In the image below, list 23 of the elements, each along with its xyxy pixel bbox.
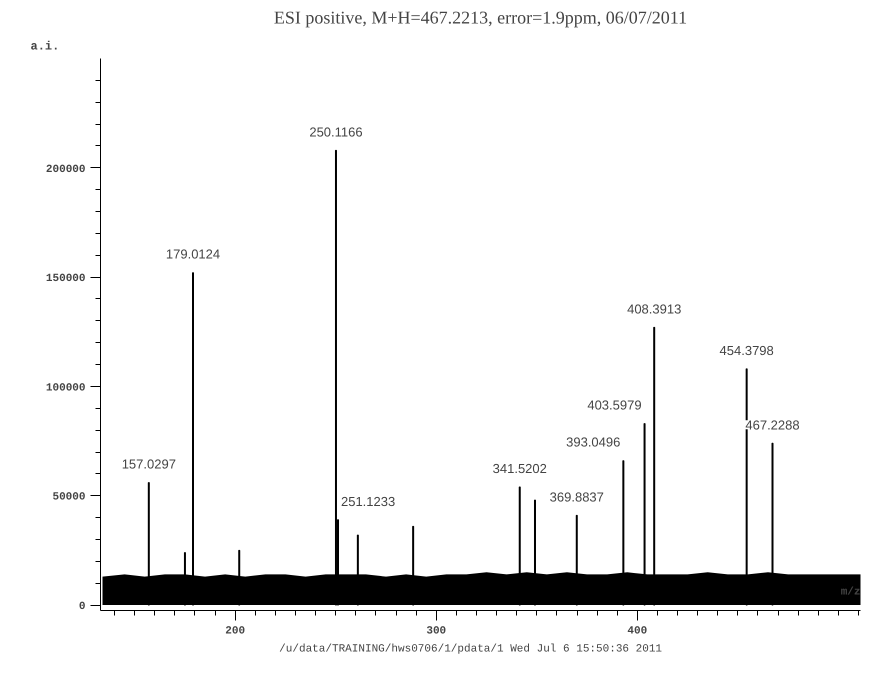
y-tick-label: 0 bbox=[78, 601, 86, 614]
x-tick-label: 300 bbox=[426, 626, 446, 638]
annotation: 408.3913 bbox=[627, 301, 682, 316]
y-tick-label: 150000 bbox=[46, 273, 86, 286]
annotation: 403.5979 bbox=[587, 398, 642, 413]
y-axis-title: a.i. bbox=[30, 40, 60, 54]
annotation: 393.0496 bbox=[566, 434, 620, 450]
x-tick-label: 200 bbox=[225, 626, 246, 638]
chart-title: ESI positive, M+H=467.2213, error=1.9ppm, 06/07/2011 bbox=[274, 8, 688, 28]
annotation: 467.2288 bbox=[745, 417, 800, 432]
y-tick-label: 50000 bbox=[52, 492, 86, 504]
annotation: 341.5202 bbox=[492, 460, 547, 476]
y-tick-label: 100000 bbox=[46, 382, 86, 394]
annotation: 454.3798 bbox=[720, 342, 774, 358]
annotation: 251.1233 bbox=[340, 494, 396, 509]
annotation: 250.1166 bbox=[309, 124, 363, 140]
x-axis-title: m/z bbox=[840, 586, 861, 598]
annotation: 179.0124 bbox=[166, 246, 220, 262]
annotation: 369.8837 bbox=[550, 489, 604, 504]
text: /u/data/TRAINING/hws0706/1/pdata/1 Wed Jul 6 15:50:36 2011 bbox=[279, 644, 662, 656]
annotation: 157.0297 bbox=[122, 456, 176, 472]
y-tick-label: 200000 bbox=[46, 164, 86, 176]
x-tick-label: 400 bbox=[627, 626, 648, 638]
